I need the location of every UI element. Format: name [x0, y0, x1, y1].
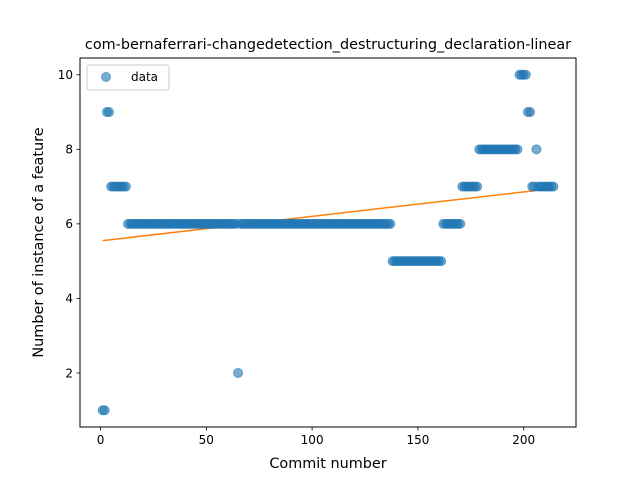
- plot-frame: [79, 57, 577, 428]
- y-tick-label: 2: [65, 366, 73, 380]
- data-point: [233, 367, 244, 378]
- x-tick-label: 100: [301, 433, 324, 447]
- legend-entry-data: data: [131, 70, 158, 84]
- data-points-layer: [97, 69, 559, 416]
- data-point: [472, 181, 483, 192]
- x-tick-label: 50: [199, 433, 214, 447]
- data-point: [525, 107, 536, 118]
- data-point: [385, 218, 396, 229]
- y-tick-label: 8: [65, 143, 73, 157]
- fit-line: [102, 187, 554, 242]
- x-axis-ticks: 0 50 100 150 200: [97, 427, 535, 447]
- x-axis-label: Commit number: [269, 456, 386, 472]
- y-tick-label: 10: [58, 68, 73, 82]
- data-point: [103, 107, 114, 118]
- y-axis-label: Number of instance of a feature: [31, 127, 47, 357]
- data-point: [531, 144, 542, 155]
- legend-marker: [101, 72, 111, 82]
- x-tick-label: 0: [97, 433, 105, 447]
- data-point: [520, 69, 531, 80]
- fit-line-layer: [102, 187, 554, 242]
- data-point: [548, 181, 559, 192]
- data-point: [120, 181, 131, 192]
- data-point: [455, 218, 466, 229]
- data-point: [436, 256, 447, 267]
- legend: data: [86, 64, 170, 91]
- legend-box: [86, 64, 170, 91]
- y-tick-label: 6: [65, 217, 73, 231]
- x-tick-label: 200: [512, 433, 535, 447]
- chart-title: com-bernaferrari-changedetection_destruc…: [85, 37, 571, 53]
- y-axis-ticks: 2 4 6 8 10: [58, 68, 80, 380]
- data-point: [512, 144, 523, 155]
- data-point: [99, 405, 110, 416]
- x-tick-label: 150: [406, 433, 429, 447]
- y-tick-label: 4: [65, 292, 73, 306]
